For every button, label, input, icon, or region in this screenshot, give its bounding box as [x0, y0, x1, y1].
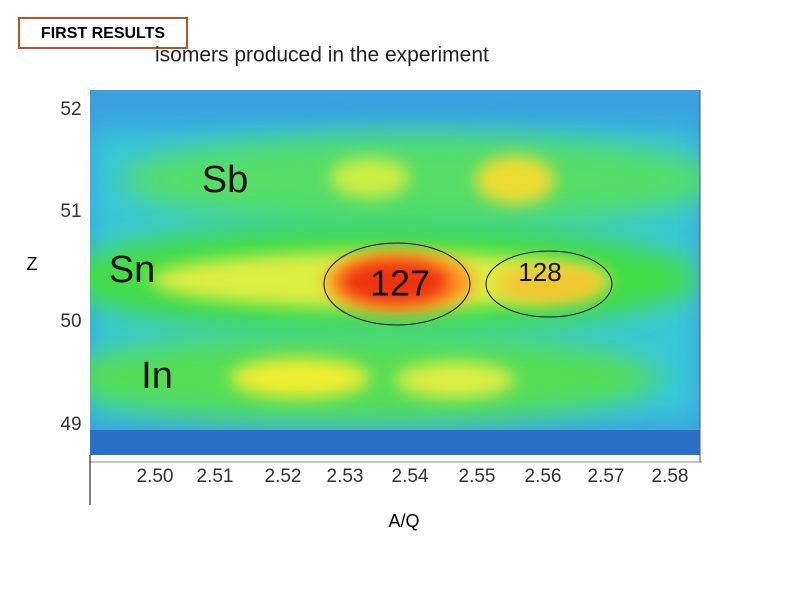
element-label: Sn	[109, 249, 155, 291]
x-tick-label: 2.52	[265, 466, 302, 487]
title: isomers produced in the experiment	[155, 44, 489, 67]
badge: FIRST RESULTS	[41, 25, 165, 42]
element-label: In	[141, 355, 173, 397]
badge-box	[18, 17, 188, 49]
element-label: Sb	[202, 159, 248, 201]
x-tick-label: 2.55	[459, 466, 496, 487]
y-axis-label: Z	[27, 254, 38, 274]
x-tick-label: 2.56	[525, 466, 562, 487]
x-axis-label: A/Q	[388, 511, 419, 531]
x-tick-label: 2.54	[392, 466, 429, 487]
x-tick-label: 2.58	[652, 466, 689, 487]
mass-label: 128	[518, 257, 561, 287]
isotope-circle	[485, 250, 613, 318]
x-tick-label: 2.50	[137, 466, 174, 487]
mass-label: 127	[370, 263, 430, 304]
axis-band	[90, 455, 702, 463]
heatmap	[90, 90, 700, 455]
y-tick-label: 50	[60, 311, 81, 332]
isotope-circle	[323, 242, 471, 326]
x-tick-label: 2.51	[197, 466, 234, 487]
y-tick-label: 51	[60, 201, 81, 222]
y-tick-label: 49	[60, 414, 81, 435]
x-tick-label: 2.53	[327, 466, 364, 487]
y-tick-label: 52	[60, 99, 81, 120]
x-tick-label: 2.57	[588, 466, 625, 487]
